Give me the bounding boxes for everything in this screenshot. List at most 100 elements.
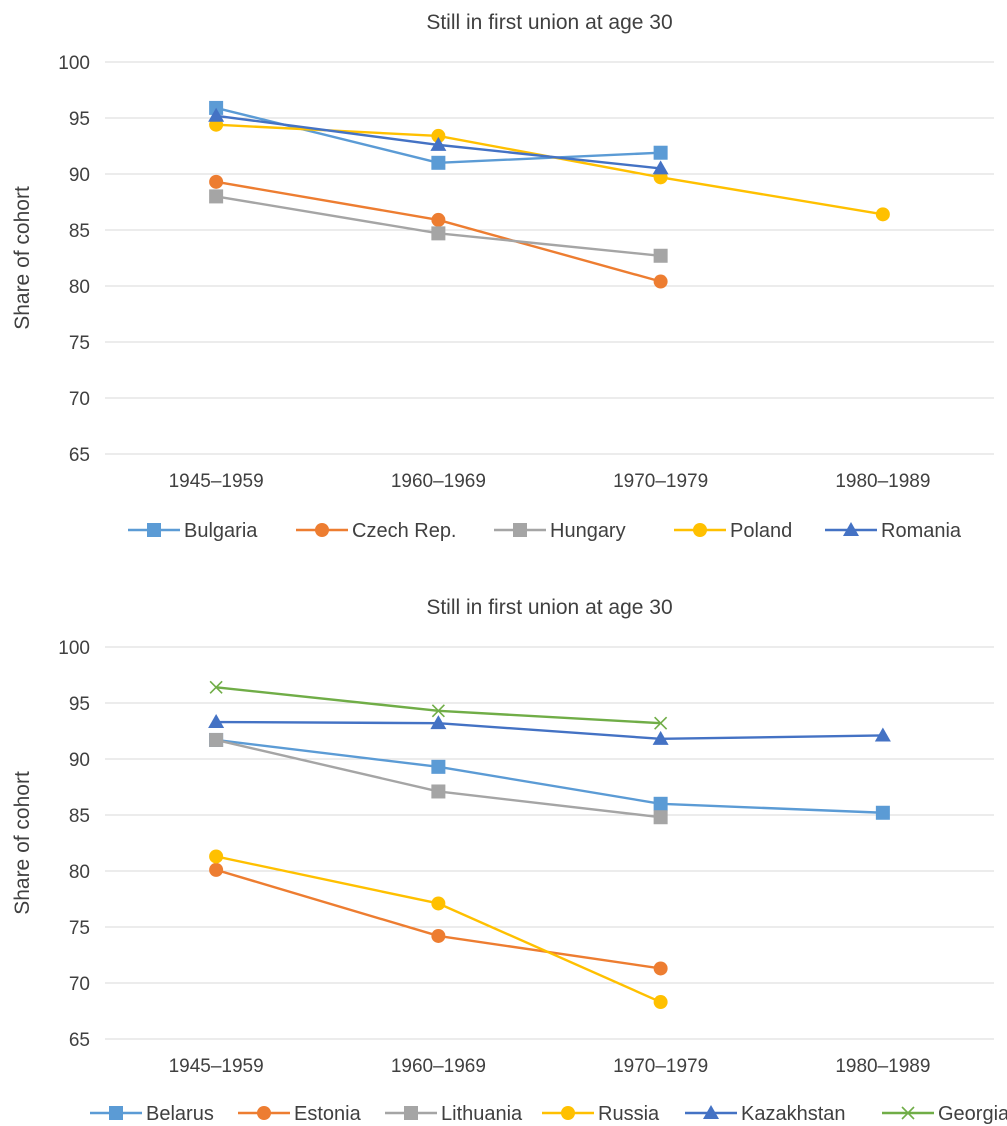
series-line [216, 720, 883, 741]
data-point [431, 212, 446, 227]
series-poland [209, 117, 890, 222]
legend-swatch-marker [561, 1106, 575, 1120]
legend-label: Czech Rep. [352, 520, 457, 542]
y-tick-label: 65 [69, 445, 90, 466]
y-tick-label: 100 [58, 53, 90, 74]
legend-swatch-marker [404, 1106, 418, 1120]
data-point [431, 704, 445, 718]
data-point [209, 189, 224, 204]
legend-swatch-marker [693, 523, 707, 537]
x-tick-label: 1945–1959 [169, 471, 264, 492]
series-line [215, 738, 883, 814]
legend-label: Lithuania [441, 1103, 523, 1125]
data-point [209, 862, 224, 877]
legend-label: Russia [598, 1103, 660, 1125]
series-line [215, 868, 661, 970]
chart-title: Still in first union at age 30 [426, 596, 672, 619]
x-tick-label: 1980–1989 [835, 1056, 930, 1077]
data-point [431, 896, 446, 911]
series-romania [208, 107, 669, 175]
legend-item: Belarus [90, 1103, 214, 1125]
data-point [431, 784, 446, 799]
data-point [209, 680, 223, 694]
legend: Bulgaria Czech Rep. Hungary Poland Romania [128, 520, 962, 542]
legend-label: Belarus [146, 1103, 214, 1125]
legend-item: Kazakhstan [685, 1103, 846, 1125]
data-point [209, 174, 224, 189]
legend-label: Romania [881, 520, 962, 542]
legend-swatch-marker [843, 522, 859, 536]
y-tick-label: 90 [69, 165, 90, 186]
data-point [874, 727, 891, 742]
series-hungary [209, 189, 668, 263]
legend-label: Kazakhstan [741, 1103, 846, 1125]
legend-item: Bulgaria [128, 520, 258, 542]
chart-panel-2: Still in first union at age 30 Share of c… [11, 596, 1007, 1125]
chart-panel-1: Still in first union at age 30 Share of c… [11, 11, 994, 542]
legend-item: Romania [825, 520, 962, 542]
legend-label: Bulgaria [184, 520, 258, 542]
y-tick-label: 100 [58, 638, 90, 659]
data-point [653, 248, 668, 263]
x-marker-stroke [209, 680, 223, 694]
data-point [208, 714, 225, 729]
data-point [209, 732, 224, 747]
y-axis-label: Share of cohort [11, 771, 34, 915]
data-point [653, 274, 668, 289]
series-russia [209, 849, 668, 1010]
series-line [216, 123, 884, 216]
x-tick-label: 1970–1979 [613, 471, 708, 492]
x-marker-stroke [431, 704, 445, 718]
data-point [652, 730, 669, 745]
legend-swatch-marker [901, 1106, 915, 1120]
y-tick-label: 80 [69, 277, 90, 298]
legend-swatch-marker [109, 1106, 123, 1120]
y-axis-label: Share of cohort [11, 186, 34, 330]
legend-label: Hungary [550, 520, 626, 542]
data-point [653, 810, 668, 825]
series-georgia [209, 680, 668, 730]
data-point [208, 107, 225, 122]
legend-item: Estonia [238, 1103, 362, 1125]
legend-label: Georgia [938, 1103, 1007, 1125]
series-estonia [209, 862, 668, 976]
data-point [430, 136, 447, 151]
legend-item: Russia [542, 1103, 660, 1125]
legend-item: Hungary [494, 520, 626, 542]
y-tick-label: 70 [69, 974, 90, 995]
x-tick-label: 1970–1979 [613, 1056, 708, 1077]
data-point [654, 716, 668, 730]
data-point [653, 995, 668, 1010]
y-tick-label: 90 [69, 750, 90, 771]
y-tick-label: 95 [69, 109, 90, 130]
data-point [431, 226, 446, 241]
data-point [431, 128, 446, 143]
legend-item: Czech Rep. [296, 520, 457, 542]
legend-swatch-marker [147, 523, 161, 537]
legend-item: Lithuania [385, 1103, 523, 1125]
x-tick-label: 1945–1959 [169, 1056, 264, 1077]
y-tick-label: 75 [69, 918, 90, 939]
series-line [215, 738, 661, 819]
legend: Belarus Estonia Lithuania Russia Kazakhstan G… [90, 1103, 1007, 1125]
data-point [431, 155, 446, 170]
x-tick-label: 1980–1989 [835, 471, 930, 492]
y-tick-label: 95 [69, 694, 90, 715]
data-point [653, 145, 668, 160]
series-belarus [209, 732, 890, 820]
series-czech-rep- [209, 174, 668, 289]
legend-label: Estonia [294, 1103, 362, 1125]
series-lithuania [209, 732, 668, 825]
y-tick-label: 75 [69, 333, 90, 354]
x-marker-stroke [654, 716, 668, 730]
legend-item: Poland [674, 520, 792, 542]
legend-swatch-marker [257, 1106, 271, 1120]
legend-item: Georgia [882, 1103, 1007, 1125]
data-point [430, 715, 447, 730]
legend-label: Poland [730, 520, 792, 542]
legend-swatch-marker [315, 523, 329, 537]
data-point [875, 207, 890, 222]
y-tick-label: 85 [69, 221, 90, 242]
data-point [653, 961, 668, 976]
